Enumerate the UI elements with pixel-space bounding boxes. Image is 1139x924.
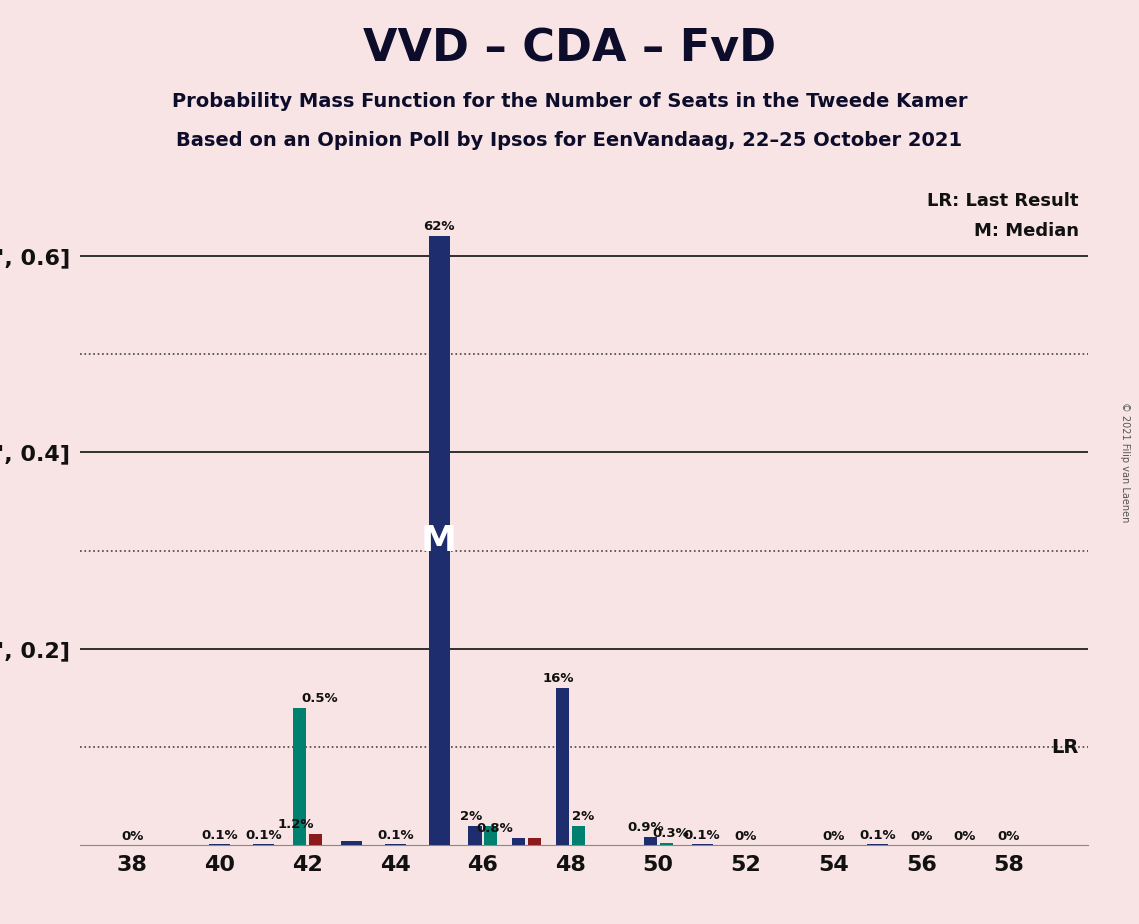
Text: 0.1%: 0.1% xyxy=(377,829,413,842)
Text: 0.9%: 0.9% xyxy=(628,821,664,833)
Bar xyxy=(484,826,498,845)
Bar xyxy=(309,833,322,845)
Text: 0%: 0% xyxy=(910,830,933,843)
Text: 0%: 0% xyxy=(735,830,757,843)
Text: Based on an Opinion Poll by Ipsos for EenVandaag, 22–25 October 2021: Based on an Opinion Poll by Ipsos for Ee… xyxy=(177,131,962,151)
Text: 0%: 0% xyxy=(998,830,1021,843)
Bar xyxy=(293,708,306,845)
Text: 62%: 62% xyxy=(424,221,454,234)
Bar xyxy=(341,841,362,845)
Text: 0.1%: 0.1% xyxy=(683,829,720,842)
Text: 0.8%: 0.8% xyxy=(477,821,514,834)
Bar xyxy=(428,237,450,845)
Text: 1.2%: 1.2% xyxy=(277,818,313,831)
Text: VVD – CDA – FvD: VVD – CDA – FvD xyxy=(363,28,776,71)
Text: Probability Mass Function for the Number of Seats in the Tweede Kamer: Probability Mass Function for the Number… xyxy=(172,92,967,112)
Text: 0.1%: 0.1% xyxy=(202,829,238,842)
Bar xyxy=(572,826,585,845)
Text: LR: LR xyxy=(1051,737,1079,757)
Text: M: M xyxy=(421,524,457,558)
Text: 0%: 0% xyxy=(953,830,976,843)
Bar xyxy=(556,688,570,845)
Text: LR: Last Result: LR: Last Result xyxy=(927,192,1079,210)
Text: © 2021 Filip van Laenen: © 2021 Filip van Laenen xyxy=(1121,402,1130,522)
Bar xyxy=(513,837,525,845)
Text: 0%: 0% xyxy=(121,830,144,843)
Text: 2%: 2% xyxy=(572,809,593,823)
Text: M: Median: M: Median xyxy=(974,222,1079,239)
Bar xyxy=(528,837,541,845)
Text: 0.1%: 0.1% xyxy=(246,829,282,842)
Text: 2%: 2% xyxy=(459,809,482,823)
Text: 0.3%: 0.3% xyxy=(653,827,689,840)
Text: 0%: 0% xyxy=(822,830,845,843)
Bar xyxy=(644,836,657,845)
Text: 0.1%: 0.1% xyxy=(859,829,895,842)
Text: 16%: 16% xyxy=(542,673,574,686)
Text: 0.5%: 0.5% xyxy=(302,692,338,705)
Bar xyxy=(468,826,482,845)
Bar xyxy=(659,843,673,845)
